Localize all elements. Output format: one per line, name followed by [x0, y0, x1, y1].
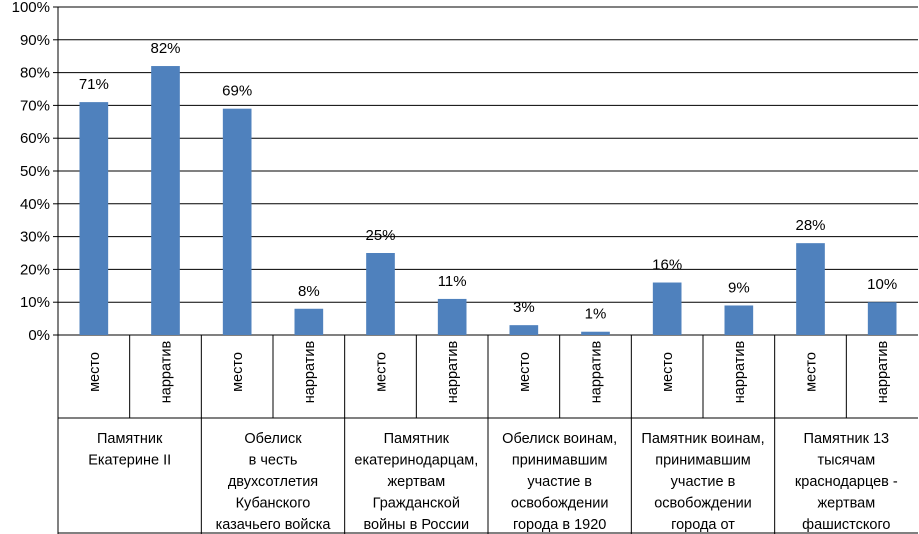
- group-label-line: участие в: [671, 474, 736, 490]
- data-label: 69%: [222, 83, 252, 100]
- group-label-line: Гражданской: [373, 496, 460, 512]
- subcategory-label: нарратив: [732, 341, 748, 404]
- bar: [509, 325, 539, 335]
- bar: [652, 282, 682, 335]
- y-tick-label: 40%: [20, 196, 50, 213]
- bar: [366, 253, 395, 335]
- group-label-line: казачьего войска: [216, 517, 332, 533]
- subcategory-label: место: [374, 352, 390, 392]
- y-tick-label: 30%: [20, 229, 50, 246]
- bar: [724, 305, 754, 335]
- subcategory-label: нарратив: [445, 341, 461, 404]
- group-label-line: города в 1920: [513, 517, 606, 533]
- y-tick-label: 10%: [20, 294, 50, 311]
- y-tick-label: 60%: [20, 130, 50, 147]
- data-label: 25%: [365, 227, 395, 244]
- data-label: 71%: [79, 76, 109, 93]
- y-tick-label: 70%: [20, 97, 50, 114]
- y-tick-label: 90%: [20, 32, 50, 49]
- group-label-line: Обелиск: [244, 431, 302, 447]
- bar: [867, 302, 897, 335]
- subcategory-label: нарратив: [302, 341, 318, 404]
- group-label-line: Кубанского: [236, 496, 311, 512]
- y-tick-label: 80%: [20, 65, 50, 82]
- group-label-line: освобождении: [654, 496, 752, 512]
- subcategory-label: нарратив: [589, 341, 605, 404]
- subcategory-label: место: [804, 352, 820, 392]
- group-label-line: Обелиск воинам,: [502, 431, 617, 447]
- bar: [222, 108, 252, 336]
- group-label-line: двухсотлетия: [228, 474, 318, 490]
- data-label: 82%: [150, 40, 180, 57]
- subcategory-label: место: [230, 352, 246, 392]
- group-label-line: жертвам: [817, 496, 875, 512]
- subcategory-label: место: [660, 352, 676, 392]
- bar: [437, 298, 467, 335]
- group-label-line: Памятник: [97, 431, 163, 447]
- subcategory-label: нарратив: [159, 341, 175, 404]
- group-label-line: освобождении: [511, 496, 609, 512]
- subcategory-label: место: [87, 352, 103, 392]
- bar: [796, 243, 825, 335]
- group-label-line: Памятник: [384, 431, 450, 447]
- group-label-line: принимавшим: [512, 453, 608, 469]
- bar: [79, 102, 109, 336]
- data-label: 28%: [795, 217, 825, 234]
- y-tick-label: 0%: [28, 327, 50, 344]
- group-label-line: екатеринодарцам,: [354, 453, 478, 469]
- group-label-line: Памятник 13: [804, 431, 890, 447]
- group-label-line: войны в России: [363, 517, 469, 533]
- subcategory-label: место: [517, 352, 533, 392]
- group-label-line: жертвам: [387, 474, 445, 490]
- group-label-line: краснодарцев -: [795, 474, 898, 490]
- bar: [294, 308, 324, 335]
- y-tick-label: 100%: [12, 0, 50, 16]
- group-label-line: Екатерине II: [88, 453, 171, 469]
- group-label-line: города от: [671, 517, 735, 533]
- data-label: 11%: [438, 273, 467, 290]
- y-tick-label: 50%: [20, 163, 50, 180]
- data-label: 1%: [585, 306, 607, 323]
- group-label-line: принимавшим: [655, 453, 751, 469]
- data-label: 16%: [652, 257, 682, 274]
- bar: [581, 331, 610, 335]
- group-label-line: в честь: [249, 453, 298, 469]
- group-label-line: Памятник воинам,: [641, 431, 764, 447]
- y-tick-label: 20%: [20, 261, 50, 278]
- data-label: 9%: [728, 279, 750, 296]
- group-label-line: участие в: [527, 474, 592, 490]
- group-label-line: тысячам: [817, 453, 875, 469]
- subcategory-label: нарратив: [875, 341, 891, 404]
- group-label-line: фашистского: [802, 517, 890, 533]
- data-label: 3%: [513, 299, 535, 316]
- data-label: 8%: [298, 283, 320, 300]
- bar: [151, 66, 180, 335]
- data-label: 10%: [867, 276, 897, 293]
